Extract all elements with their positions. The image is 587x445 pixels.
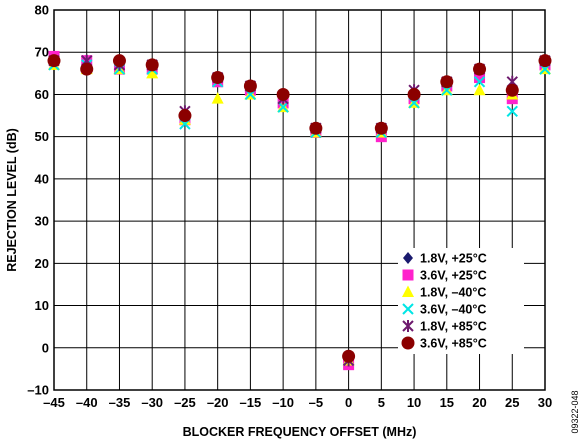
- legend-background: [398, 248, 524, 354]
- legend-item: 1.8V, +25°C: [403, 252, 487, 266]
- y-tick-label: 40: [35, 171, 49, 186]
- legend-marker: [402, 285, 414, 297]
- legend-label: 1.8V, +25°C: [420, 252, 487, 266]
- legend-label: 3.6V, –40°C: [420, 303, 486, 317]
- data-point: [505, 83, 519, 97]
- data-point: [374, 121, 388, 135]
- data-point: [506, 105, 518, 118]
- y-axis-label: REJECTION LEVEL (dB): [5, 128, 19, 272]
- data-point: [277, 101, 289, 113]
- y-tick-label: –10: [27, 383, 49, 398]
- legend-marker: [402, 303, 414, 315]
- data-point: [211, 71, 225, 85]
- y-tick-label: 30: [35, 214, 49, 229]
- y-tick-label: 50: [35, 129, 49, 144]
- data-point: [178, 109, 192, 123]
- x-tick-label: –20: [207, 395, 229, 410]
- x-tick-label: –40: [76, 395, 98, 410]
- y-tick-label: 60: [35, 87, 49, 102]
- y-tick-label: 10: [35, 298, 49, 313]
- data-point: [47, 54, 61, 68]
- x-tick-label: 25: [505, 395, 519, 410]
- x-tick-label: –5: [309, 395, 323, 410]
- y-tick-labels: –10 0 10 20 30 40 50 60 70 80: [27, 3, 49, 398]
- x-tick-label: –10: [272, 395, 294, 410]
- legend-marker: [402, 320, 414, 332]
- x-tick-label: –45: [43, 395, 65, 410]
- x-tick-label: 20: [472, 395, 486, 410]
- legend-item: 3.6V, +85°C: [401, 336, 487, 351]
- data-point: [243, 79, 257, 93]
- data-point: [211, 92, 224, 104]
- legend-item: 3.6V, +25°C: [402, 269, 487, 283]
- data-point: [342, 349, 356, 363]
- x-tick-label: –30: [141, 395, 163, 410]
- data-point: [145, 58, 159, 72]
- legend-item: 3.6V, –40°C: [402, 303, 486, 317]
- legend-label: 1.8V, –40°C: [420, 286, 486, 300]
- data-point: [473, 76, 486, 88]
- data-point: [112, 54, 126, 68]
- y-tick-label: 80: [35, 3, 49, 18]
- x-tick-label: 10: [407, 395, 421, 410]
- data-point: [440, 75, 454, 89]
- data-point: [80, 62, 94, 76]
- series-5: [47, 54, 552, 363]
- plot-frame: [53, 9, 546, 391]
- x-tick-label: 15: [440, 395, 454, 410]
- x-tick-label: 30: [538, 395, 552, 410]
- x-tick-label: 0: [345, 395, 352, 410]
- legend-item: 1.8V, +85°C: [402, 320, 487, 334]
- legend-label: 3.6V, +85°C: [420, 337, 487, 351]
- figure-id: 09322-048: [570, 390, 580, 433]
- data-point: [473, 83, 486, 96]
- legend-item: 1.8V, –40°C: [402, 285, 486, 300]
- legend-marker: [403, 252, 413, 264]
- x-tick-label: 5: [378, 395, 385, 410]
- y-tick-label: 0: [42, 340, 49, 355]
- legend-marker: [401, 336, 415, 350]
- x-tick-label: –15: [240, 395, 262, 410]
- legend-label: 3.6V, +25°C: [420, 269, 487, 283]
- x-axis-label: BLOCKER FREQUENCY OFFSET (MHz): [183, 425, 417, 439]
- data-point: [538, 54, 552, 68]
- y-tick-label: 20: [35, 256, 49, 271]
- data-point: [146, 66, 159, 79]
- data-point: [407, 87, 421, 101]
- legend: 1.8V, +25°C 3.6V, +25°C 1.8V, –40°C 3.6V, –…: [398, 248, 524, 354]
- data-point: [276, 87, 290, 101]
- plot-border: [53, 9, 546, 391]
- legend-marker: [402, 269, 414, 281]
- data-point: [473, 62, 487, 76]
- data-points: [47, 50, 552, 371]
- data-point: [474, 72, 486, 84]
- x-tick-labels: –45 –40 –35 –30 –25 –20 –15 –10 –5 0 5 10 15 20 25 30: [43, 395, 552, 410]
- x-tick-label: –25: [174, 395, 196, 410]
- x-tick-label: –35: [109, 395, 131, 410]
- data-point: [309, 121, 323, 135]
- y-tick-label: 70: [35, 45, 49, 60]
- legend-label: 1.8V, +85°C: [420, 320, 487, 334]
